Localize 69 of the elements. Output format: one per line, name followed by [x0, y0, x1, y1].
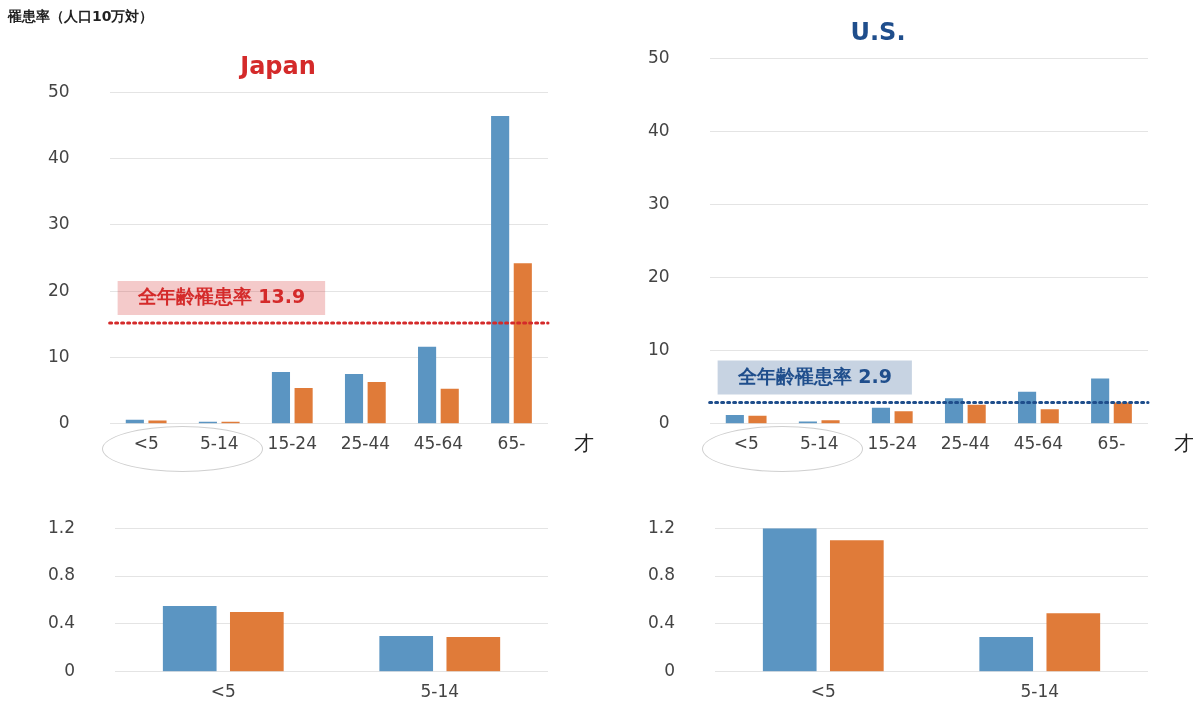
- x-tick-label: 15-24: [867, 433, 917, 454]
- chart-title: U.S.: [850, 18, 906, 47]
- bar: [148, 420, 167, 424]
- x-tick-label: <5: [810, 681, 836, 702]
- y-tick-label: 50: [47, 80, 70, 101]
- y-tick-label: 1.2: [647, 516, 676, 537]
- bar: [829, 540, 884, 672]
- bar: [1113, 402, 1132, 424]
- y-tick-label: 0: [664, 660, 676, 681]
- x-tick-label: 5-14: [199, 433, 239, 454]
- bar: [967, 404, 986, 424]
- y-tick-label: 40: [47, 146, 70, 167]
- x-tick-label: 5-14: [420, 681, 460, 702]
- x-tick-label: 45-64: [1013, 433, 1064, 454]
- bar: [821, 420, 840, 424]
- y-tick-label: 40: [647, 119, 670, 140]
- y-tick-label: 50: [647, 46, 670, 67]
- y-tick-label: 20: [647, 265, 670, 286]
- bar: [513, 263, 532, 424]
- bar: [271, 372, 291, 424]
- y-tick-label: 30: [47, 213, 70, 234]
- bar: [1046, 613, 1101, 672]
- x-tick-label: <5: [210, 681, 236, 702]
- y-axis-title: 罹患率（人口10万対）: [8, 8, 155, 26]
- x-tick-label: 5-14: [799, 433, 839, 454]
- x-tick-label: 25-44: [940, 433, 991, 454]
- bar: [871, 407, 891, 424]
- text: 才: [574, 430, 594, 457]
- y-tick-label: 0: [58, 412, 70, 433]
- y-tick-label: 0: [658, 412, 670, 433]
- bar: [979, 637, 1034, 672]
- bar: [418, 346, 437, 424]
- x-tick-label: <5: [133, 433, 159, 454]
- ref-line-label: 全年齢罹患率 2.9: [736, 364, 892, 387]
- y-tick-label: 20: [47, 279, 70, 300]
- bar: [344, 374, 364, 424]
- y-tick-label: 10: [47, 345, 70, 366]
- bar: [762, 528, 817, 672]
- x-tick-label: 65-: [497, 433, 526, 454]
- x-tick-label: 15-24: [267, 433, 317, 454]
- y-tick-label: 0.4: [47, 612, 76, 633]
- bar: [1040, 409, 1059, 424]
- bar: [229, 611, 284, 672]
- y-tick-label: 1.2: [47, 516, 76, 537]
- y-tick-label: 10: [647, 339, 670, 360]
- bar: [894, 411, 913, 424]
- x-tick-label: 5-14: [1020, 681, 1060, 702]
- bar: [1091, 378, 1110, 424]
- bar: [491, 116, 510, 424]
- bar: [446, 637, 501, 672]
- bar: [379, 635, 434, 672]
- bar: [367, 382, 386, 424]
- y-tick-label: 30: [647, 192, 670, 213]
- x-tick-label: <5: [733, 433, 759, 454]
- bar: [440, 388, 459, 424]
- ref-line-label: 全年齢罹患率 13.9: [136, 284, 306, 307]
- y-tick-label: 0.8: [47, 564, 76, 585]
- x-tick-label: 25-44: [340, 433, 391, 454]
- text: 才: [1174, 430, 1193, 457]
- x-tick-label: 45-64: [413, 433, 464, 454]
- bar: [294, 387, 313, 424]
- y-tick-label: 0.4: [647, 612, 676, 633]
- y-tick-label: 0.8: [647, 564, 676, 585]
- chart-title: Japan: [238, 52, 316, 81]
- x-tick-label: 65-: [1097, 433, 1126, 454]
- bar: [162, 605, 217, 672]
- y-tick-label: 0: [64, 660, 76, 681]
- bar: [748, 415, 767, 424]
- bar: [725, 415, 744, 424]
